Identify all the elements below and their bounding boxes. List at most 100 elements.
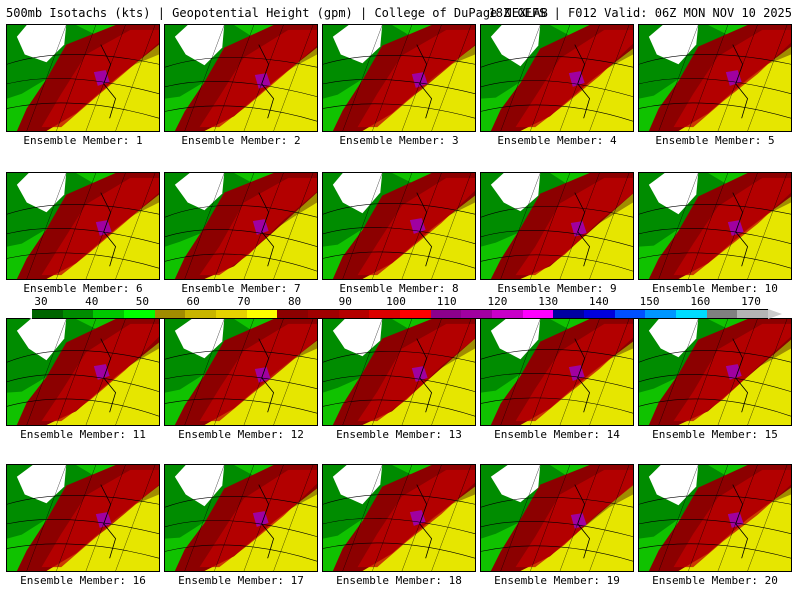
colorbar-tick-label: 160 bbox=[690, 295, 711, 308]
ensemble-map-panel bbox=[638, 172, 792, 280]
colorbar-tick-label: 150 bbox=[639, 295, 660, 308]
ensemble-map-panel bbox=[480, 24, 634, 132]
colorbar-left-arrow bbox=[18, 309, 32, 319]
map-header: 500mb Isotachs (kts) | Geopotential Heig… bbox=[4, 4, 796, 22]
map-svg bbox=[7, 25, 159, 131]
colorbar-tick-label: 110 bbox=[436, 295, 457, 308]
ensemble-member-label: Ensemble Member: 12 bbox=[178, 428, 304, 441]
ensemble-member-label: Ensemble Member: 19 bbox=[494, 574, 620, 587]
map-svg bbox=[7, 173, 159, 279]
map-svg bbox=[165, 319, 317, 425]
colorbar-swatch bbox=[308, 310, 339, 318]
ensemble-member-label: Ensemble Member: 8 bbox=[339, 282, 459, 295]
map-svg bbox=[323, 319, 475, 425]
colorbar-swatch bbox=[737, 310, 769, 318]
map-svg bbox=[165, 25, 317, 131]
colorbar-swatch bbox=[216, 310, 247, 318]
colorbar-swatch bbox=[645, 310, 677, 318]
colorbar-tick-label: 130 bbox=[538, 295, 559, 308]
ensemble-map-panel bbox=[6, 464, 160, 572]
colorbar-swatch bbox=[93, 310, 125, 318]
ensemble-member-label: Ensemble Member: 5 bbox=[655, 134, 775, 147]
colorbar-swatch bbox=[246, 310, 278, 318]
colorbar-swatch bbox=[124, 310, 155, 318]
colorbar-swatch bbox=[492, 310, 523, 318]
ensemble-map-panel bbox=[164, 318, 318, 426]
ensemble-map-panel bbox=[164, 24, 318, 132]
colorbar-swatch bbox=[185, 310, 217, 318]
ensemble-map-panel bbox=[638, 318, 792, 426]
colorbar-swatch bbox=[706, 310, 738, 318]
colorbar-tick-label: 50 bbox=[135, 295, 150, 308]
ensemble-map-panel bbox=[480, 172, 634, 280]
colorbar-tick-label: 90 bbox=[338, 295, 352, 308]
ensemble-map-panel bbox=[480, 464, 634, 572]
map-svg bbox=[323, 465, 475, 571]
map-svg bbox=[639, 465, 791, 571]
map-svg bbox=[639, 25, 791, 131]
colorbar-tick-label: 120 bbox=[487, 295, 508, 308]
ensemble-member-label: Ensemble Member: 16 bbox=[20, 574, 146, 587]
ensemble-map-panel bbox=[164, 464, 318, 572]
colorbar-swatches bbox=[32, 309, 769, 319]
colorbar-swatch bbox=[400, 310, 431, 318]
colorbar-swatch bbox=[461, 310, 493, 318]
isotach-colorbar: 30 40 50 60 70 80 90 100 110 120 130 140 150 160 170 bbox=[12, 296, 788, 320]
ensemble-member-label: Ensemble Member: 15 bbox=[652, 428, 778, 441]
ensemble-member-label: Ensemble Member: 14 bbox=[494, 428, 620, 441]
colorbar-swatch bbox=[338, 310, 370, 318]
ensemble-map-panel bbox=[322, 318, 476, 426]
ensemble-member-label: Ensemble Member: 11 bbox=[20, 428, 146, 441]
colorbar-tick-label: 60 bbox=[186, 295, 200, 308]
colorbar-tick-label: 40 bbox=[85, 295, 99, 308]
colorbar-swatch bbox=[614, 310, 646, 318]
ensemble-map-panel bbox=[480, 318, 634, 426]
ensemble-map-panel bbox=[322, 24, 476, 132]
colorbar-swatch bbox=[676, 310, 707, 318]
ensemble-map-panel bbox=[638, 464, 792, 572]
ensemble-member-label: Ensemble Member: 6 bbox=[23, 282, 143, 295]
colorbar-swatch bbox=[522, 310, 554, 318]
map-svg bbox=[7, 465, 159, 571]
ensemble-member-label: Ensemble Member: 4 bbox=[497, 134, 617, 147]
map-svg bbox=[481, 319, 633, 425]
colorbar-right-arrow bbox=[768, 309, 782, 319]
ensemble-member-label: Ensemble Member: 17 bbox=[178, 574, 304, 587]
map-svg bbox=[323, 173, 475, 279]
map-svg bbox=[165, 173, 317, 279]
colorbar-swatch bbox=[430, 310, 462, 318]
colorbar-swatch bbox=[553, 310, 585, 318]
ensemble-member-label: Ensemble Member: 2 bbox=[181, 134, 301, 147]
colorbar-swatch bbox=[32, 310, 63, 318]
map-svg bbox=[481, 465, 633, 571]
colorbar-swatch bbox=[154, 310, 186, 318]
colorbar-swatch bbox=[369, 310, 401, 318]
colorbar-tick-label: 170 bbox=[741, 295, 761, 308]
map-svg bbox=[165, 465, 317, 571]
ensemble-member-label: Ensemble Member: 20 bbox=[652, 574, 778, 587]
colorbar-swatch bbox=[277, 310, 309, 318]
ensemble-member-label: Ensemble Member: 18 bbox=[336, 574, 462, 587]
map-svg bbox=[481, 25, 633, 131]
ensemble-map-panel bbox=[322, 172, 476, 280]
colorbar-tick-label: 30 bbox=[34, 295, 48, 308]
ensemble-map-panel bbox=[6, 24, 160, 132]
colorbar-tick-label: 140 bbox=[588, 295, 609, 308]
ensemble-member-label: Ensemble Member: 1 bbox=[23, 134, 143, 147]
ensemble-member-label: Ensemble Member: 10 bbox=[652, 282, 778, 295]
map-svg bbox=[323, 25, 475, 131]
ensemble-member-label: Ensemble Member: 9 bbox=[497, 282, 617, 295]
header-title: 500mb Isotachs (kts) | Geopotential Heig… bbox=[6, 6, 548, 20]
ensemble-map-panel bbox=[6, 318, 160, 426]
ensemble-member-label: Ensemble Member: 13 bbox=[336, 428, 462, 441]
colorbar-labels: 30 40 50 60 70 80 90 100 110 120 130 140 150 160 170 bbox=[12, 296, 788, 308]
ensemble-member-label: Ensemble Member: 3 bbox=[339, 134, 459, 147]
ensemble-map-panel bbox=[638, 24, 792, 132]
colorbar-tick-label: 100 bbox=[386, 295, 406, 308]
ensemble-member-label: Ensemble Member: 7 bbox=[181, 282, 301, 295]
map-svg bbox=[639, 173, 791, 279]
ensemble-map-panel bbox=[164, 172, 318, 280]
map-svg bbox=[639, 319, 791, 425]
ensemble-map-panel bbox=[322, 464, 476, 572]
